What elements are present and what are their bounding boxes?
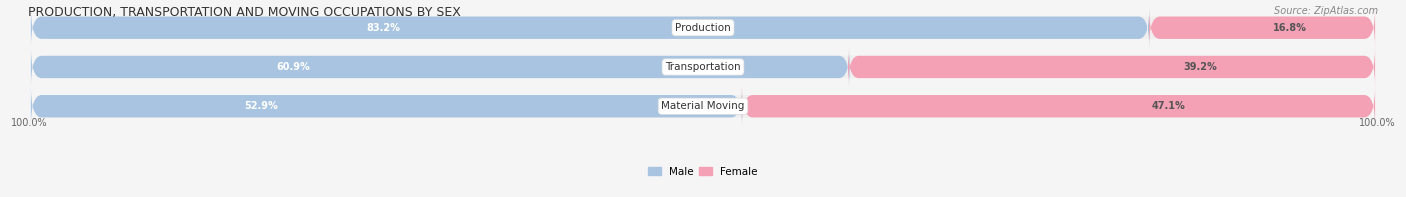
Text: Source: ZipAtlas.com: Source: ZipAtlas.com xyxy=(1274,6,1378,16)
Text: 16.8%: 16.8% xyxy=(1274,23,1308,33)
Text: Production: Production xyxy=(675,23,731,33)
FancyBboxPatch shape xyxy=(848,47,1375,87)
Text: 100.0%: 100.0% xyxy=(1358,118,1395,128)
Text: Transportation: Transportation xyxy=(665,62,741,72)
FancyBboxPatch shape xyxy=(31,86,1375,126)
Text: PRODUCTION, TRANSPORTATION AND MOVING OCCUPATIONS BY SEX: PRODUCTION, TRANSPORTATION AND MOVING OC… xyxy=(28,6,461,19)
Text: 60.9%: 60.9% xyxy=(277,62,311,72)
FancyBboxPatch shape xyxy=(31,7,1149,48)
Text: 100.0%: 100.0% xyxy=(11,118,48,128)
FancyBboxPatch shape xyxy=(742,86,1375,126)
Text: Material Moving: Material Moving xyxy=(661,101,745,111)
FancyBboxPatch shape xyxy=(31,7,1375,48)
Text: 52.9%: 52.9% xyxy=(245,101,278,111)
FancyBboxPatch shape xyxy=(31,86,742,126)
FancyBboxPatch shape xyxy=(31,47,1375,87)
Text: 47.1%: 47.1% xyxy=(1152,101,1185,111)
FancyBboxPatch shape xyxy=(1149,7,1375,48)
FancyBboxPatch shape xyxy=(31,47,849,87)
Legend: Male, Female: Male, Female xyxy=(644,163,762,181)
Text: 39.2%: 39.2% xyxy=(1184,62,1218,72)
Text: 83.2%: 83.2% xyxy=(367,23,401,33)
